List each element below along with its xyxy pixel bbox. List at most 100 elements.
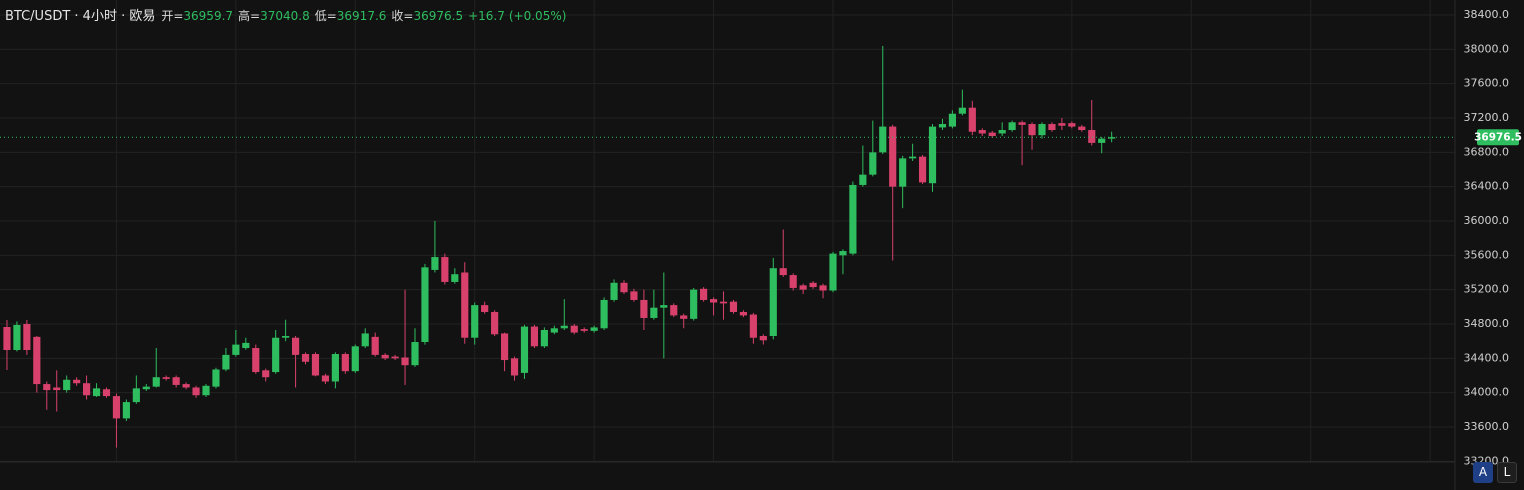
candle-body	[869, 152, 877, 175]
y-tick-label: 34000.0	[1464, 386, 1510, 399]
candle-body	[232, 344, 240, 355]
log-scale-button[interactable]: L	[1497, 462, 1517, 483]
candle-body	[172, 377, 180, 385]
candle-body	[162, 377, 170, 379]
candle-body	[421, 267, 429, 343]
candle-body	[311, 354, 320, 376]
candle-body	[570, 325, 578, 333]
y-tick-label: 37600.0	[1464, 77, 1510, 90]
candle-body	[461, 272, 469, 338]
candle-body	[650, 307, 658, 318]
candle-body	[1038, 124, 1046, 136]
candle-body	[401, 357, 409, 366]
candle-body	[3, 326, 11, 350]
candle-body	[242, 342, 250, 349]
candle-body	[282, 336, 290, 338]
candle-body	[610, 282, 618, 300]
candle-body	[301, 354, 310, 362]
candle-body	[709, 299, 718, 303]
candle-body	[272, 337, 280, 373]
y-tick-label: 36000.0	[1464, 214, 1510, 227]
candle-body	[620, 282, 628, 293]
candle-body	[411, 342, 419, 366]
candle-body	[739, 311, 748, 316]
candle-body	[809, 282, 817, 288]
candle-body	[938, 124, 947, 128]
candle-body	[1048, 124, 1056, 131]
candle-body	[102, 389, 111, 397]
candle-body	[1058, 123, 1066, 126]
y-tick-label: 34400.0	[1464, 351, 1510, 364]
candle-body	[580, 329, 588, 331]
candle-body	[560, 325, 568, 329]
candle-body	[83, 383, 91, 396]
ohlc-value: 37040.8	[260, 9, 310, 23]
candle-body	[202, 385, 210, 396]
last-price-tag	[1477, 129, 1519, 146]
candle-body	[660, 305, 668, 308]
candle-body	[441, 257, 449, 282]
candle-body	[481, 305, 489, 312]
candle-body	[769, 268, 777, 337]
candle-body	[451, 274, 459, 282]
last-price-label: 36976.5	[1474, 132, 1522, 144]
candle-body	[680, 315, 688, 319]
candle-body	[1018, 122, 1026, 125]
candle-body	[759, 336, 767, 341]
candle-body	[1068, 123, 1076, 127]
candle-body	[1078, 126, 1086, 131]
candle-body	[431, 257, 439, 270]
candle-body	[381, 354, 389, 359]
candle-body	[192, 387, 200, 396]
y-tick-label: 33600.0	[1464, 420, 1510, 433]
candle-body	[779, 268, 787, 276]
candle-body	[291, 337, 300, 355]
candle-body	[33, 336, 41, 385]
ohlc-value: 36959.7	[183, 9, 234, 23]
candle-body	[1088, 130, 1096, 143]
candle-body	[670, 305, 678, 316]
candle-body	[909, 156, 917, 159]
candle-body	[491, 311, 499, 335]
candle-body	[600, 299, 608, 329]
candle-body	[321, 375, 330, 382]
y-tick-label: 38400.0	[1464, 8, 1510, 21]
candle-body	[510, 358, 519, 376]
candle-body	[1008, 122, 1016, 131]
y-tick-label: 38000.0	[1464, 42, 1510, 55]
candle-body	[13, 324, 21, 350]
candle-body	[182, 384, 190, 388]
candle-body	[351, 346, 359, 372]
auto-scale-button[interactable]: A	[1473, 462, 1493, 483]
candle-body	[889, 126, 897, 187]
candle-body	[361, 333, 369, 347]
ohlc-label: 低=	[314, 9, 337, 23]
candle-body	[948, 113, 957, 127]
candle-body	[630, 291, 638, 300]
ohlc-label: 收=	[391, 9, 414, 23]
symbol-title: BTC/USDT · 4小时 · 欧易	[5, 9, 156, 24]
candle-body	[550, 328, 558, 333]
y-tick-label: 35200.0	[1464, 283, 1510, 296]
candle-body	[899, 158, 907, 187]
candle-body	[471, 305, 479, 338]
ohlc-legend: 开=36959.7 高=37040.8 低=36917.6 收=36976.5	[161, 9, 468, 23]
change: +16.7	[468, 9, 505, 23]
candle-body	[958, 107, 966, 114]
candle-body	[1028, 124, 1036, 136]
candle-body	[640, 299, 648, 318]
y-tick-label: 37200.0	[1464, 111, 1510, 124]
candle-body	[998, 130, 1006, 134]
legend: BTC/USDT · 4小时 · 欧易 开=36959.7 高=37040.8 低=3…	[5, 5, 570, 24]
candle-body	[212, 369, 220, 387]
candle-body	[142, 386, 150, 390]
y-tick-label: 36400.0	[1464, 180, 1510, 193]
ohlc-value: 36976.5	[413, 9, 464, 23]
candle-body	[252, 348, 260, 373]
candle-body	[391, 356, 399, 359]
candle-body	[729, 301, 738, 312]
candle-body	[859, 174, 867, 185]
ohlc-label: 开=	[161, 9, 184, 23]
candle-body	[520, 326, 529, 373]
